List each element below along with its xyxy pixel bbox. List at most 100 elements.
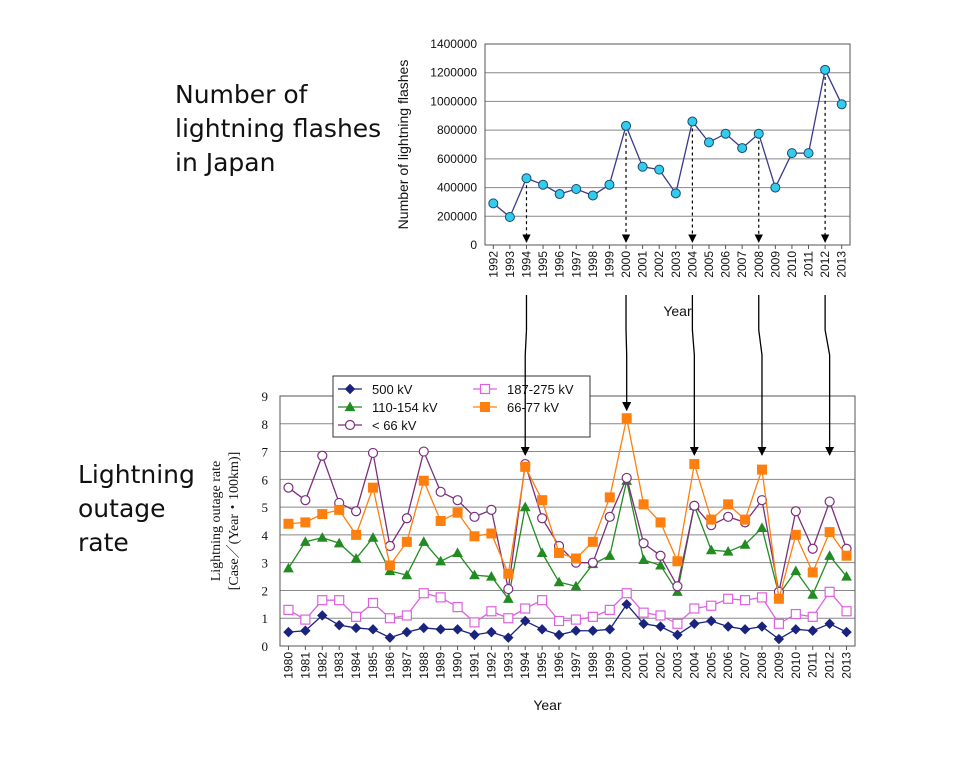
y-tick-label: 6	[262, 472, 269, 487]
point-500kv	[739, 624, 751, 635]
point-500kv	[824, 618, 835, 629]
x-tick-label: 2002	[654, 652, 668, 679]
point-187-275kv	[418, 588, 429, 599]
point-187-275kv	[384, 613, 396, 624]
point-lt66kv	[723, 511, 734, 522]
point-500kv	[418, 622, 429, 634]
x-tick-label: 2001	[637, 652, 651, 679]
point-110-154kv	[790, 565, 802, 576]
point-66-77kv	[435, 516, 446, 526]
point-66-77kv	[638, 499, 649, 510]
flash-point	[703, 137, 714, 148]
y-tick-label: 1200000	[430, 66, 477, 80]
point-lt66kv	[790, 506, 801, 517]
point-187-275kv	[300, 614, 311, 625]
point-110-154kv	[807, 589, 819, 599]
point-66-77kv	[570, 553, 581, 564]
point-110-154kv	[570, 580, 582, 591]
point-110-154kv	[553, 576, 565, 587]
point-66-77kv	[317, 509, 328, 520]
outage-side-label: Lightning outage rate	[78, 460, 195, 557]
point-500kv	[570, 625, 582, 636]
point-500kv	[553, 629, 565, 641]
legend-label: 66-77 kV	[507, 400, 559, 415]
point-500kv	[435, 624, 446, 635]
point-187-275kv	[587, 611, 598, 622]
x-tick-label: 2003	[670, 652, 684, 679]
flash-point	[587, 190, 598, 201]
x-tick-label: 2000	[619, 251, 633, 278]
x-tick-label: 1985	[366, 652, 380, 679]
flash-point	[654, 164, 665, 175]
point-110-154kv	[705, 544, 717, 555]
point-lt66kv	[689, 500, 700, 511]
x-tick-label: 2010	[789, 652, 803, 679]
x-tick-label: 1997	[569, 251, 583, 278]
x-tick-label: 2007	[735, 251, 749, 278]
point-500kv	[587, 625, 599, 636]
point-187-275kv	[283, 604, 294, 615]
x-tick-label: 1984	[349, 652, 363, 679]
x-tick-label: 2006	[719, 251, 733, 278]
legend: 500 kV 187-275 kV 110-154 kV 66-77 kV < 66 k…	[332, 375, 591, 438]
x-tick-label: 1994	[519, 251, 533, 278]
x-tick-label: 2010	[785, 251, 799, 278]
y-tick-label: 0	[262, 639, 269, 654]
point-66-77kv	[368, 482, 379, 493]
point-lt66kv	[824, 496, 835, 507]
x-tick-label: 2011	[802, 251, 816, 277]
point-66-77kv	[384, 560, 395, 571]
point-110-154kv	[435, 555, 447, 566]
point-187-275kv	[621, 588, 632, 599]
point-110-154kv	[418, 536, 430, 546]
point-187-275kv	[638, 607, 649, 618]
point-187-275kv	[790, 608, 801, 620]
point-500kv	[384, 632, 396, 643]
point-66-77kv	[672, 556, 683, 567]
point-187-275kv	[486, 606, 497, 617]
point-110-154kv	[604, 550, 616, 560]
point-500kv	[283, 626, 294, 638]
x-tick-label: 2012	[823, 652, 837, 679]
x-tick-label: 2008	[752, 251, 766, 278]
point-110-154kv	[469, 569, 480, 580]
point-187-275kv	[435, 592, 446, 603]
flash-point	[571, 184, 582, 195]
point-lt66kv	[367, 447, 379, 459]
point-66-77kv	[706, 514, 717, 525]
x-tick-label: 1999	[603, 652, 617, 679]
solid-arrow	[520, 295, 530, 456]
point-187-275kv	[756, 592, 768, 603]
point-500kv	[452, 624, 463, 635]
x-tick-label: 1991	[467, 652, 481, 679]
point-lt66kv	[418, 446, 429, 457]
point-187-275kv	[469, 617, 480, 628]
point-66-77kv	[283, 518, 294, 529]
point-187-275kv	[824, 586, 835, 597]
point-187-275kv	[570, 614, 582, 625]
point-187-275kv	[807, 611, 818, 622]
x-tick-label: 1988	[417, 652, 431, 679]
point-187-275kv	[351, 611, 362, 622]
x-tick-label: 1980	[281, 652, 295, 679]
point-110-154kv	[350, 552, 362, 563]
y-tick-label: 7	[262, 445, 269, 460]
x-tick-label: 1999	[602, 251, 616, 278]
point-500kv	[469, 629, 480, 641]
x-tick-label: 1998	[586, 652, 600, 679]
x-tick-label: 2013	[840, 652, 854, 679]
x-tick-label: 1992	[484, 652, 498, 679]
point-110-154kv	[536, 547, 548, 558]
x-tick-label: 2011	[806, 652, 820, 678]
x-tick-label: 1997	[569, 652, 583, 679]
y-axis-title: Lightning outage rate	[209, 461, 224, 582]
y-tick-label: 3	[262, 556, 269, 571]
x-tick-label: 2004	[685, 251, 699, 278]
point-500kv	[604, 624, 615, 635]
x-axis-title: Year	[533, 697, 562, 713]
x-tick-label: 1987	[400, 652, 414, 679]
point-66-77kv	[621, 413, 632, 424]
point-66-77kv	[740, 514, 751, 525]
x-tick-label: 2000	[620, 652, 634, 679]
point-187-275kv	[367, 597, 379, 609]
